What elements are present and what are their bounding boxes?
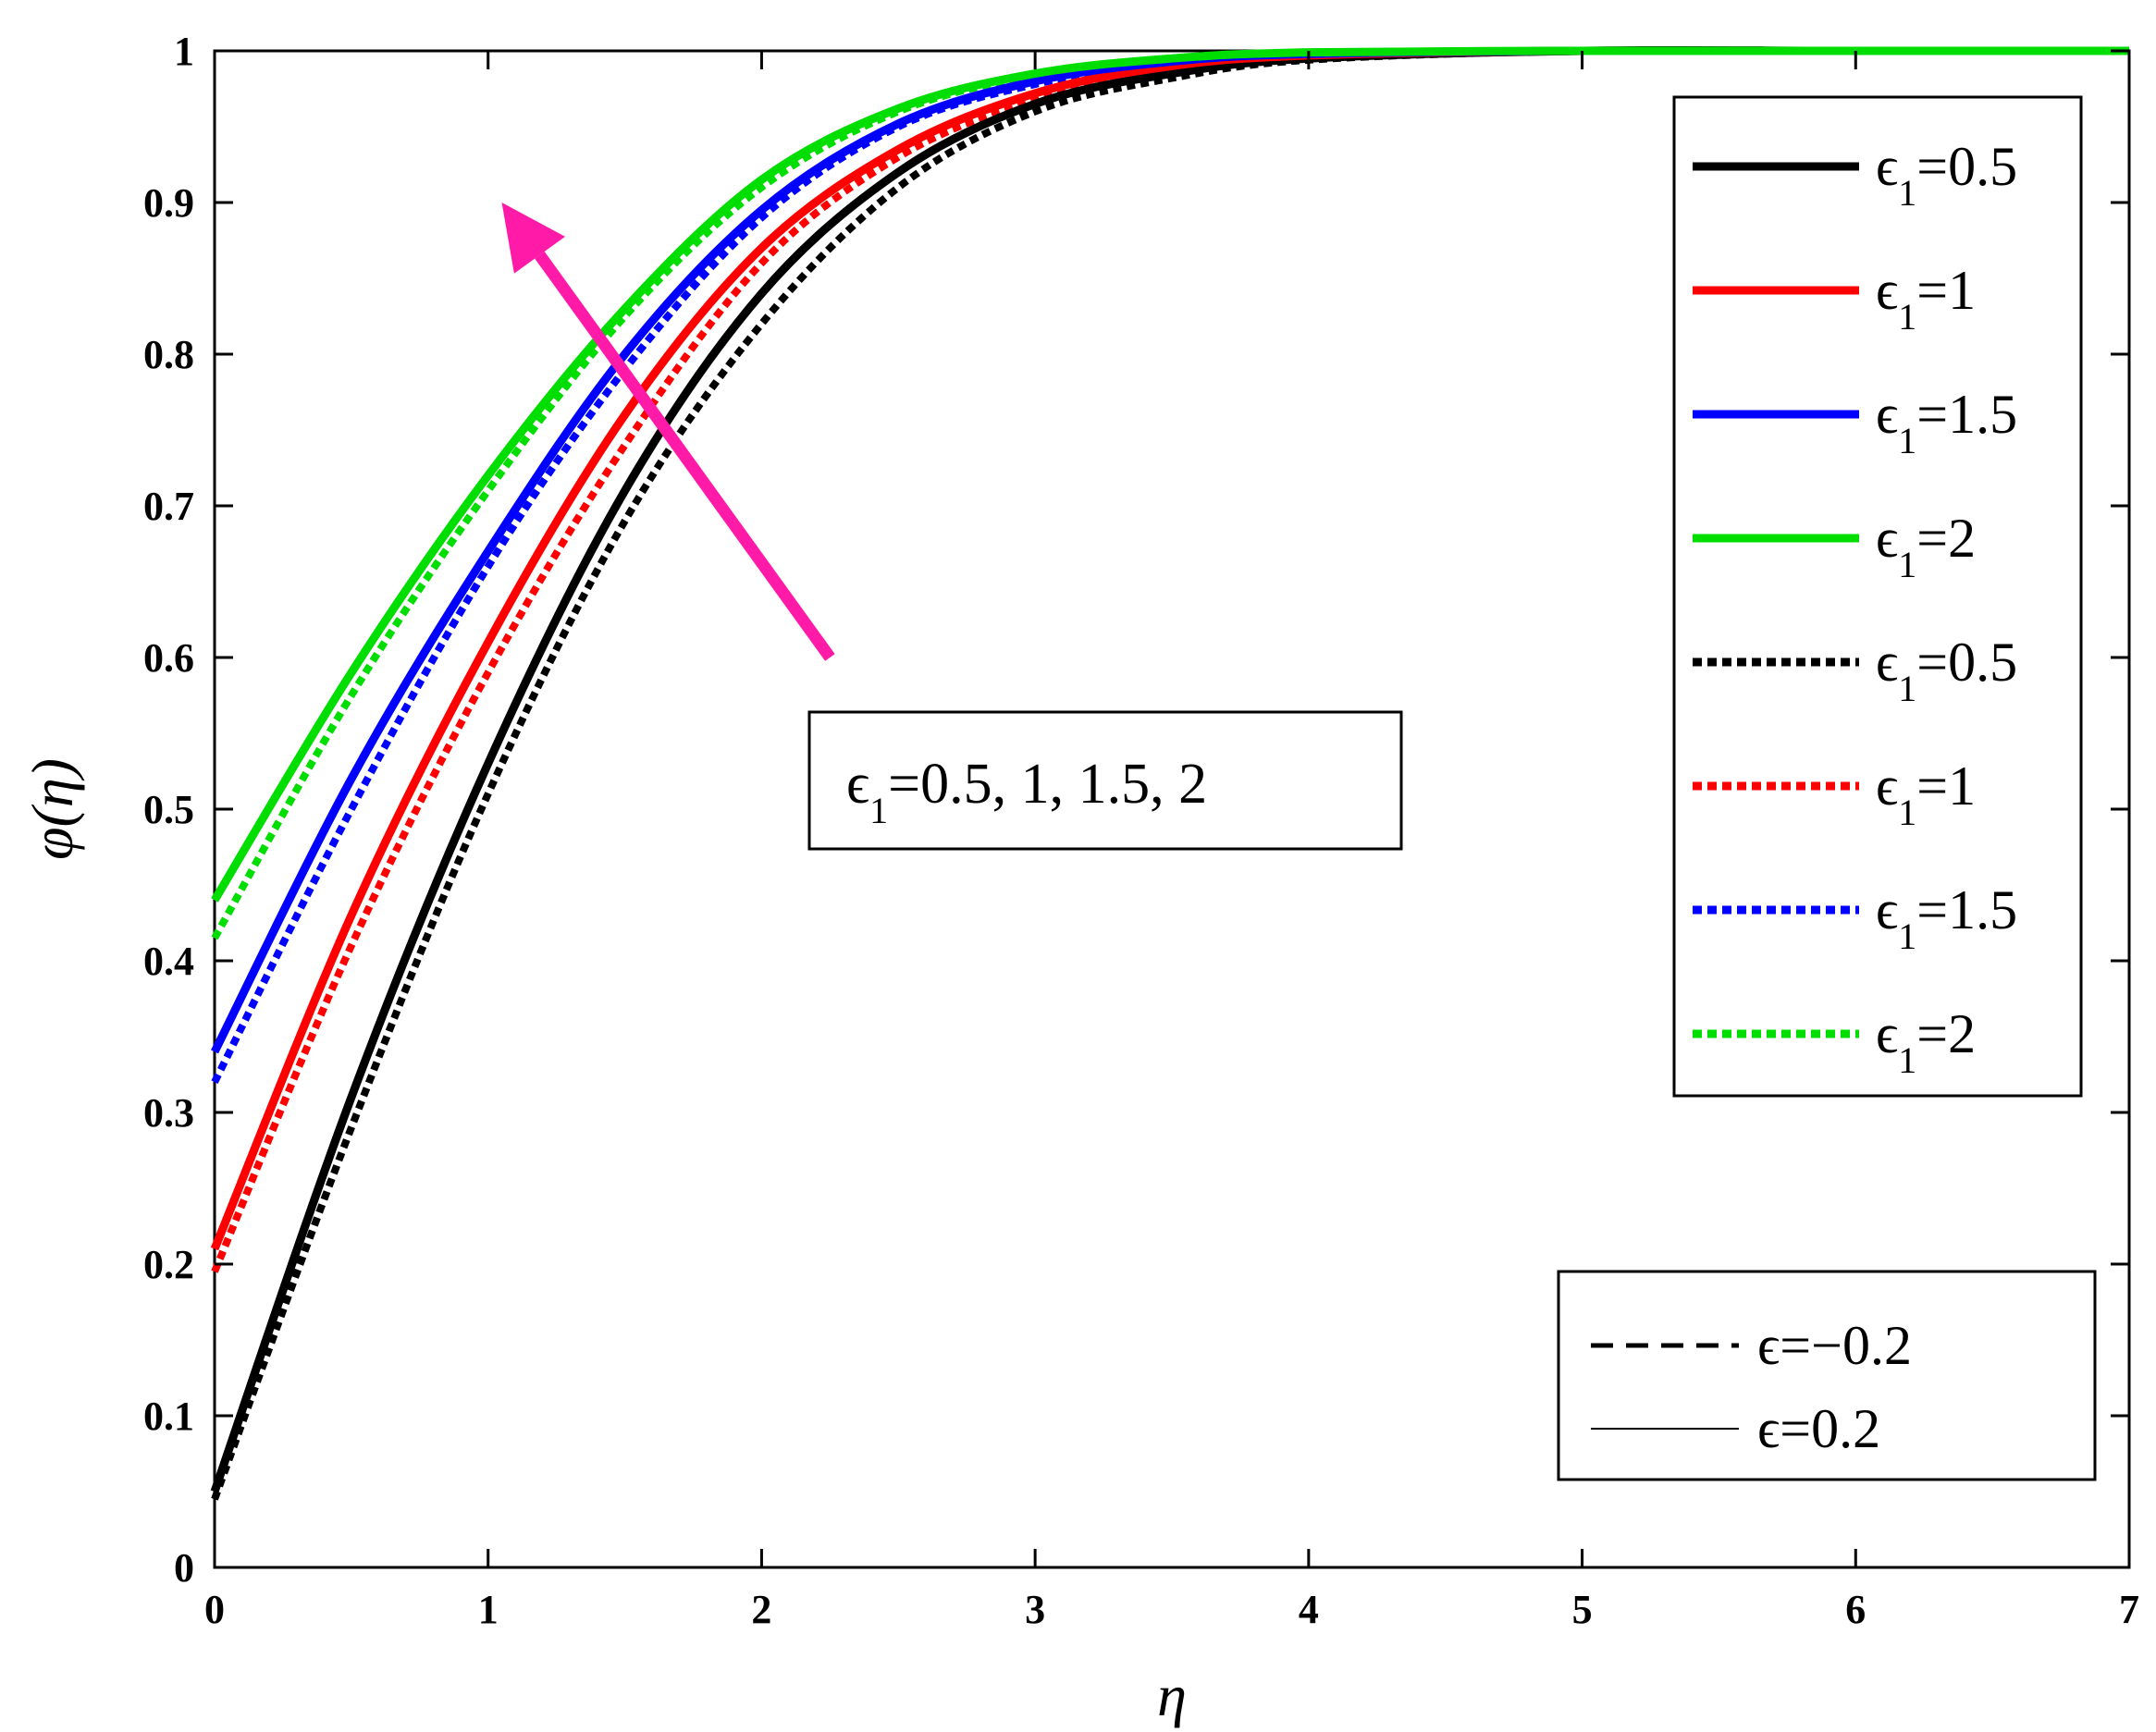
legend-entry-label: ϵ1=1.5 bbox=[1876, 879, 2017, 957]
annotation-rest: =0.5, 1, 1.5, 2 bbox=[888, 753, 1207, 816]
y-tick-label: 0.4 bbox=[143, 939, 194, 984]
y-tick-label: 0.1 bbox=[143, 1394, 194, 1439]
y-tick-label: 0.3 bbox=[143, 1090, 194, 1136]
curves-layer bbox=[210, 45, 2129, 1501]
legend-box bbox=[1672, 95, 2083, 1098]
y-tick-label: 0.7 bbox=[143, 484, 194, 529]
x-tick-label: 3 bbox=[1025, 1587, 1045, 1632]
x-tick-label: 0 bbox=[204, 1587, 225, 1632]
series-line-3 bbox=[211, 46, 2129, 903]
y-tick-label: 1 bbox=[174, 29, 194, 74]
annotation-base: ϵ bbox=[846, 753, 869, 816]
style-legend-label: ϵ=0.2 bbox=[1757, 1398, 1880, 1459]
annotation-arrow-shaft bbox=[535, 251, 835, 661]
x-tick-label: 4 bbox=[1299, 1587, 1319, 1632]
legend-entry-label: ϵ1=2 bbox=[1876, 1003, 1976, 1081]
y-tick-label: 0.2 bbox=[143, 1242, 194, 1287]
legend-entry-label: ϵ1=2 bbox=[1876, 508, 1976, 585]
legend-entry-label: ϵ1=0.5 bbox=[1876, 632, 2017, 709]
y-tick-label: 0.6 bbox=[143, 635, 194, 681]
annotation-sub: 1 bbox=[869, 790, 888, 831]
annotation-arrow-head bbox=[501, 203, 565, 274]
x-tick-label: 6 bbox=[1845, 1587, 1866, 1632]
y-tick-label: 0 bbox=[174, 1545, 194, 1591]
annotation-text: ϵ1=0.5, 1, 1.5, 2 bbox=[846, 753, 1207, 831]
ticks-layer: 0 1 2 3 4 5 6 7 0 0.1 0.2 0.3 0.4 0.5 0.6 0.7 0.8 0.9 1 bbox=[143, 29, 2139, 1632]
style-legend-box bbox=[1557, 1270, 2097, 1481]
y-tick-label: 0.8 bbox=[143, 332, 194, 377]
x-tick-label: 2 bbox=[751, 1587, 771, 1632]
legend: ϵ1=0.5 ϵ1=1 ϵ1=1.5 ϵ1=2 ϵ1=0.5 ϵ1=1 ϵ1=1.5 ϵ1=2 bbox=[1672, 95, 2083, 1098]
x-axis-label: η bbox=[1157, 1663, 1187, 1728]
x-tick-label: 5 bbox=[1572, 1587, 1593, 1632]
y-tick-label: 0.9 bbox=[143, 180, 194, 226]
legend-entry-label: ϵ1=1 bbox=[1876, 260, 1976, 338]
style-legend-label: ϵ=−0.2 bbox=[1757, 1315, 1912, 1376]
legend-entry-label: ϵ1=0.5 bbox=[1876, 136, 2017, 214]
y-axis-label: φ(η) bbox=[19, 758, 85, 860]
annotation-arrow bbox=[501, 203, 835, 661]
x-tick-label: 1 bbox=[478, 1587, 499, 1632]
legend-entry-label: ϵ1=1.5 bbox=[1876, 384, 2017, 461]
annotation-box: ϵ1=0.5, 1, 1.5, 2 bbox=[807, 710, 1403, 851]
style-legend: ϵ=−0.2 ϵ=0.2 bbox=[1557, 1270, 2097, 1481]
y-tick-label: 0.5 bbox=[143, 787, 194, 832]
x-tick-label: 7 bbox=[2119, 1587, 2139, 1632]
legend-entry-label: ϵ1=1 bbox=[1876, 755, 1976, 833]
